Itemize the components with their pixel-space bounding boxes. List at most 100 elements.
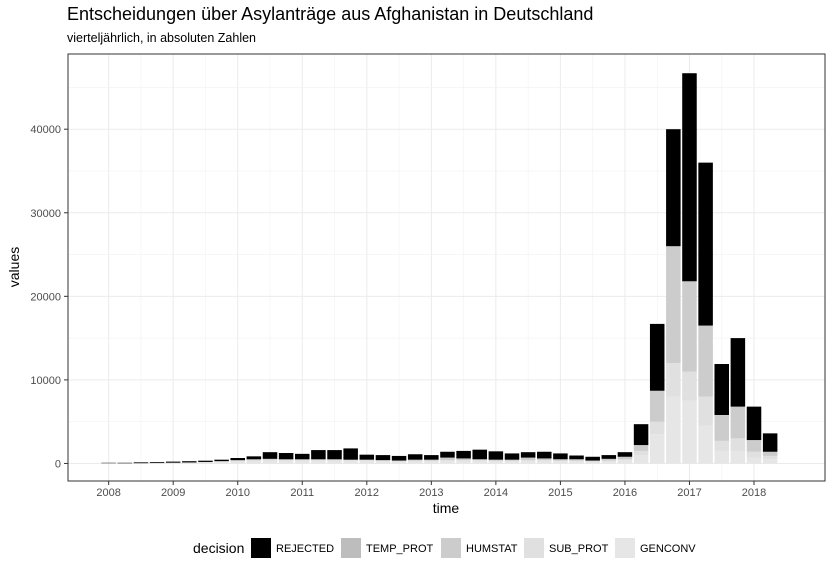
bar-genconv bbox=[553, 461, 568, 464]
bar-sub-prot bbox=[440, 460, 455, 461]
bar-humstat bbox=[553, 459, 568, 461]
x-axis-title: time bbox=[433, 500, 460, 516]
bar-genconv bbox=[424, 461, 439, 464]
bar-rejected bbox=[585, 456, 600, 461]
legend-label: SUB_PROT bbox=[549, 543, 609, 555]
bar-sub-prot bbox=[359, 460, 375, 461]
bar-rejected bbox=[617, 452, 633, 457]
bar-genconv bbox=[746, 457, 762, 464]
legend-key-sub-prot bbox=[524, 538, 544, 558]
bar-sub-prot bbox=[391, 460, 407, 462]
legend-label: GENCONV bbox=[640, 543, 696, 555]
bar-rejected bbox=[198, 460, 213, 462]
bar-rejected bbox=[682, 73, 697, 282]
bar-genconv bbox=[666, 396, 681, 464]
bar-sub-prot bbox=[714, 440, 730, 451]
x-tick-label: 2010 bbox=[225, 487, 249, 499]
bar-rejected bbox=[730, 338, 746, 407]
bar-rejected bbox=[698, 162, 713, 326]
bar-rejected bbox=[262, 452, 278, 459]
bar-genconv bbox=[198, 462, 213, 464]
bar-sub-prot bbox=[666, 363, 681, 397]
bar-humstat bbox=[698, 325, 713, 397]
bar-sub-prot bbox=[327, 460, 342, 461]
bar-sub-prot bbox=[214, 461, 229, 463]
bar-rejected bbox=[746, 406, 762, 441]
bar-genconv bbox=[730, 450, 746, 464]
bar-genconv bbox=[440, 460, 455, 464]
legend-key-temp-prot bbox=[341, 538, 361, 558]
bar-humstat bbox=[278, 459, 294, 461]
bar-sub-prot bbox=[746, 451, 762, 458]
x-tick-label: 2008 bbox=[96, 487, 120, 499]
x-tick-label: 2011 bbox=[290, 487, 314, 499]
y-tick-label: 10000 bbox=[30, 375, 61, 387]
bar-humstat bbox=[730, 406, 746, 439]
bar-rejected bbox=[601, 455, 617, 459]
bar-sub-prot bbox=[698, 396, 713, 426]
bar-humstat bbox=[246, 459, 262, 461]
bar-rejected bbox=[504, 453, 520, 460]
x-tick-label: 2012 bbox=[355, 487, 379, 499]
x-tick-label: 2015 bbox=[548, 487, 572, 499]
bar-rejected bbox=[666, 129, 681, 247]
bar-rejected bbox=[214, 459, 229, 462]
bar-sub-prot bbox=[520, 460, 536, 461]
legend-label: TEMP_PROT bbox=[366, 543, 434, 555]
bar-humstat bbox=[262, 458, 278, 460]
bar-humstat bbox=[456, 458, 471, 461]
bar-rejected bbox=[327, 450, 342, 460]
bar-genconv bbox=[472, 460, 487, 464]
bar-humstat bbox=[617, 456, 633, 460]
bar-rejected bbox=[424, 455, 439, 460]
bar-sub-prot bbox=[601, 460, 617, 462]
bar-sub-prot bbox=[424, 460, 439, 462]
bar-genconv bbox=[762, 459, 778, 464]
bar-rejected bbox=[278, 453, 294, 460]
bar-rejected bbox=[375, 455, 391, 461]
bar-genconv bbox=[698, 425, 713, 464]
chart-title: Entscheidungen über Asylanträge aus Afgh… bbox=[67, 4, 594, 24]
bar-rejected bbox=[553, 453, 568, 460]
bar-humstat bbox=[488, 459, 504, 461]
bar-genconv bbox=[343, 460, 358, 464]
bar-humstat bbox=[327, 459, 342, 461]
bar-rejected bbox=[472, 449, 487, 460]
y-axis-title: values bbox=[6, 247, 22, 287]
bar-humstat bbox=[682, 281, 697, 372]
bar-genconv bbox=[714, 450, 730, 464]
bar-sub-prot bbox=[682, 371, 697, 401]
bar-layer bbox=[101, 73, 778, 464]
bar-rejected bbox=[520, 452, 536, 458]
chart-subtitle: vierteljährlich, in absoluten Zahlen bbox=[67, 31, 256, 45]
bar-genconv bbox=[311, 460, 326, 464]
axis-layer: 0 10000 20000 30000 40000 2008 2009 2010 2011 201… bbox=[30, 124, 766, 499]
bar-humstat bbox=[424, 459, 439, 461]
bar-genconv bbox=[649, 434, 665, 464]
bar-humstat bbox=[601, 458, 617, 461]
bar-rejected bbox=[295, 453, 310, 460]
bar-rejected bbox=[633, 424, 649, 446]
y-tick-label: 0 bbox=[55, 458, 61, 470]
bar-sub-prot bbox=[472, 460, 487, 461]
bar-rejected bbox=[359, 454, 375, 460]
bar-rejected bbox=[311, 450, 326, 460]
x-tick-label: 2016 bbox=[613, 487, 637, 499]
bar-sub-prot bbox=[488, 460, 504, 462]
bar-sub-prot bbox=[262, 459, 278, 461]
bar-genconv bbox=[633, 455, 649, 464]
legend-title: decision bbox=[193, 540, 244, 556]
bar-sub-prot bbox=[633, 450, 649, 456]
bar-humstat bbox=[472, 459, 487, 461]
bar-rejected bbox=[230, 458, 245, 461]
y-tick-label: 40000 bbox=[30, 124, 61, 136]
bar-genconv bbox=[262, 460, 278, 464]
bar-rejected bbox=[569, 455, 584, 460]
grid-layer bbox=[68, 54, 825, 481]
bar-genconv bbox=[407, 461, 423, 464]
bar-sub-prot bbox=[375, 460, 391, 462]
bar-rejected bbox=[182, 461, 197, 463]
x-tick-label: 2014 bbox=[484, 487, 508, 499]
bar-genconv bbox=[585, 461, 600, 464]
bar-rejected bbox=[133, 462, 149, 464]
